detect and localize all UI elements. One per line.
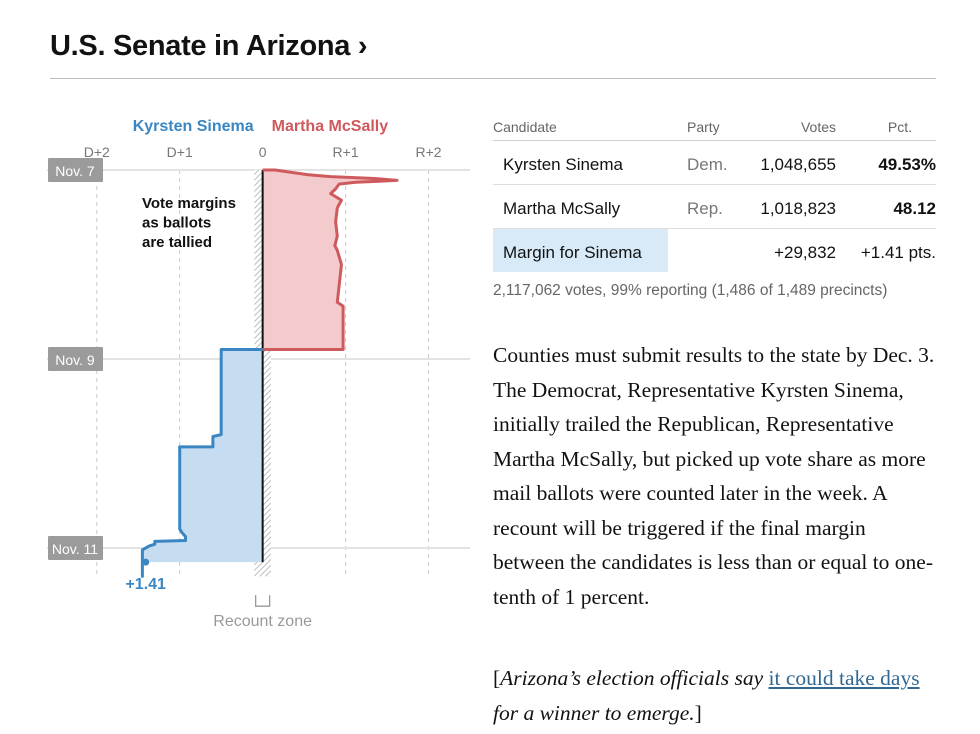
recount-zone-bracket — [254, 595, 271, 607]
recount-zone-label: Recount zone — [213, 613, 312, 630]
sinema-lead-area — [142, 349, 263, 577]
sinema-margin-line — [140, 348, 263, 578]
x-tick-label: D+1 — [167, 144, 193, 160]
update-text-post: for a winner to emerge. — [493, 700, 695, 725]
date-badge — [48, 347, 103, 371]
final-margin-dot — [142, 558, 150, 566]
update-bracket-open: [ — [493, 666, 501, 690]
update-note: [Arizona’s election officials say it cou… — [493, 661, 938, 730]
legend-mcsally: Martha McSally — [272, 118, 389, 135]
candidate-votes: 1,048,655 — [760, 155, 836, 174]
vote-margin-chart: Kyrsten Sinema Martha McSally D+2 D+1 0 R+1 R+… — [47, 118, 470, 630]
date-badge — [48, 536, 103, 560]
update-text-pre: Arizona’s election officials say — [500, 666, 769, 690]
date-label: Nov. 11 — [52, 541, 98, 557]
table-row-sinema: Kyrsten Sinema Dem. 1,048,655 49.53% — [493, 141, 936, 185]
annotation-text: Vote margins — [142, 195, 236, 212]
header-votes: Votes — [800, 119, 836, 135]
x-tick-label: R+2 — [415, 144, 441, 160]
annotation-text: as ballots — [142, 215, 211, 232]
results-table: Candidate Party Votes Pct. Kyrsten Sinem… — [493, 116, 936, 272]
candidate-party: Dem. — [687, 155, 728, 174]
margin-votes: +29,832 — [774, 243, 836, 262]
final-margin-label: +1.41 — [125, 576, 166, 593]
title-divider — [50, 78, 936, 79]
margin-highlight — [493, 229, 668, 272]
header-pct: Pct. — [887, 119, 912, 135]
candidate-pct: 48.12 — [893, 199, 936, 218]
margin-label: Margin for Sinema — [503, 243, 642, 262]
candidate-pct: 49.53% — [878, 155, 936, 174]
date-label: Nov. 7 — [55, 163, 95, 179]
legend-sinema: Kyrsten Sinema — [133, 118, 254, 135]
x-tick-label: R+1 — [333, 144, 359, 160]
x-tick-label: D+2 — [84, 144, 110, 160]
mcsally-margin-line — [262, 168, 399, 352]
results-table-header: Candidate Party Votes Pct. — [493, 116, 936, 141]
table-row-mcsally: Martha McSally Rep. 1,018,823 48.12 — [493, 185, 936, 229]
candidate-votes: 1,018,823 — [760, 199, 836, 218]
reporting-note: 2,117,062 votes, 99% reporting (1,486 of… — [493, 282, 888, 299]
candidate-party: Rep. — [687, 199, 723, 218]
mcsally-lead-area — [262, 170, 398, 350]
date-badge — [48, 158, 103, 182]
update-bracket-close: ] — [694, 700, 702, 725]
candidate-name: Kyrsten Sinema — [503, 155, 623, 174]
update-link[interactable]: it could take days — [768, 666, 920, 690]
article-paragraph: Counties must submit results to the stat… — [493, 343, 935, 609]
annotation-text: are tallied — [142, 234, 212, 251]
x-tick-label: 0 — [259, 144, 267, 160]
candidate-name: Martha McSally — [503, 199, 621, 218]
margin-pct: +1.41 pts. — [860, 243, 936, 262]
table-row-margin: Margin for Sinema +29,832 +1.41 pts. — [493, 229, 936, 272]
header-party: Party — [687, 119, 720, 135]
page-title[interactable]: U.S. Senate in Arizona › — [50, 30, 368, 62]
date-label: Nov. 9 — [55, 352, 95, 368]
header-candidate: Candidate — [493, 119, 557, 135]
